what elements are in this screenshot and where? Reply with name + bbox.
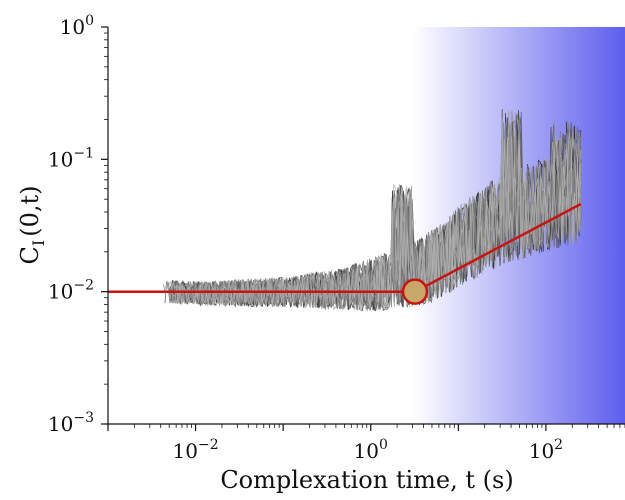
crossover-marker bbox=[401, 278, 429, 305]
x-axis-title: Complexation time, t (s) bbox=[220, 466, 513, 494]
y-tick-label: 100 bbox=[60, 13, 94, 39]
x-axis-ticks: 10−2 100 102 bbox=[107, 424, 625, 463]
y-tick-label: 10−1 bbox=[48, 145, 94, 171]
x-tick-label: 102 bbox=[529, 437, 563, 463]
y-axis-ticks: 10−3 10−2 10−1 100 bbox=[48, 13, 108, 436]
y-tick-label: 10−2 bbox=[48, 278, 94, 304]
trace-group bbox=[163, 109, 582, 312]
x-tick-label: 100 bbox=[354, 437, 388, 463]
y-tick-label: 10−3 bbox=[48, 410, 94, 436]
y-axis-title-suffix: (0,t) bbox=[16, 186, 44, 237]
x-tick-label: 10−2 bbox=[173, 437, 219, 463]
y-axis-title-subscript: I bbox=[29, 240, 48, 246]
y-axis-title: CI(0,t) bbox=[16, 186, 48, 265]
trace-line bbox=[166, 132, 582, 311]
